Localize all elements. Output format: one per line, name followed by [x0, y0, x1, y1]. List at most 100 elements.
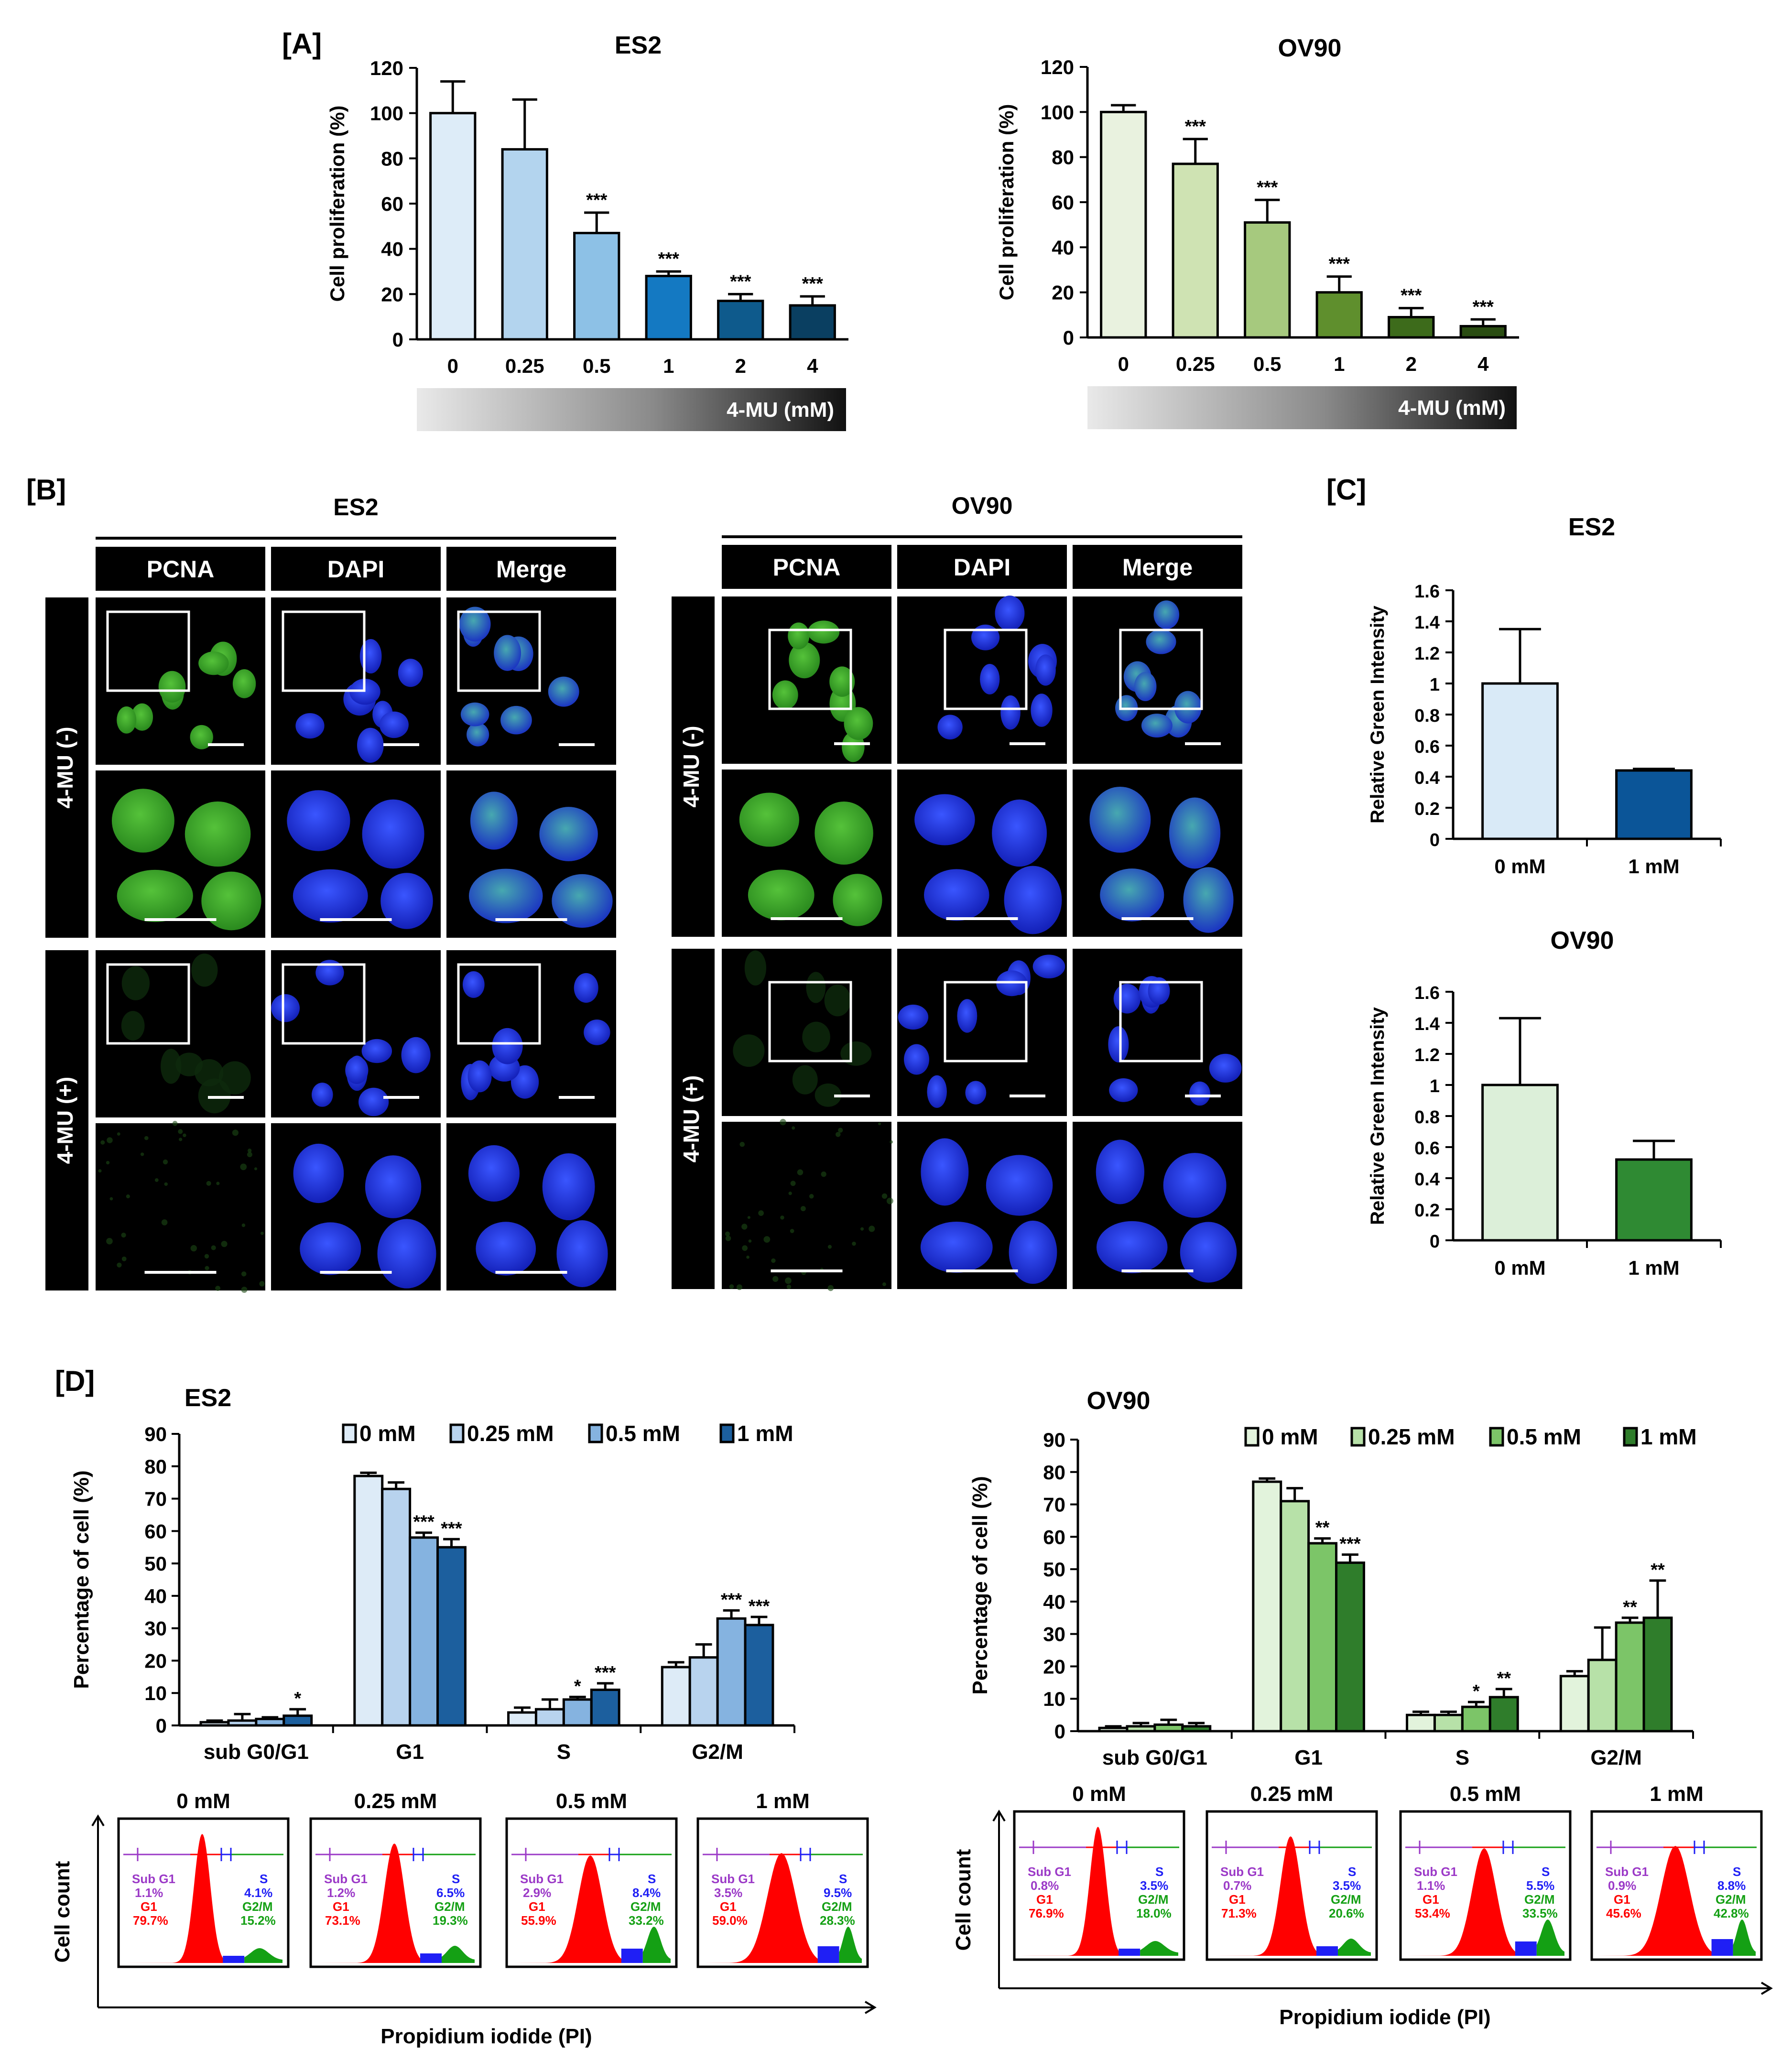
- zoom-box: [282, 963, 366, 1045]
- significance-label: **: [1651, 1560, 1665, 1580]
- value-g1: 71.3%: [1221, 1906, 1257, 1920]
- nucleus: [460, 702, 489, 726]
- y-tick-label: 20: [381, 283, 403, 305]
- g1-peak: [1406, 1848, 1529, 1956]
- bar: [1459, 325, 1507, 339]
- signal-speck: [881, 1193, 888, 1199]
- y-tick-label: 120: [370, 57, 403, 79]
- y-axis-label: Percentage of cell (%): [70, 1470, 93, 1689]
- nucleus: [815, 801, 873, 865]
- nucleus: [986, 1155, 1053, 1216]
- signal-speck: [190, 1245, 197, 1252]
- nucleus: [1183, 867, 1234, 933]
- if-col-header-bg: [271, 547, 441, 591]
- nucleus: [315, 960, 344, 986]
- chart-title: ES2: [185, 1384, 231, 1412]
- legend-swatch: [449, 1423, 465, 1443]
- bar: [199, 1721, 230, 1727]
- zoom-box: [457, 610, 541, 692]
- bar: [1335, 1561, 1365, 1733]
- signal-speck: [886, 1197, 893, 1204]
- signal-speck: [140, 1152, 144, 1156]
- bar: [255, 1717, 285, 1727]
- nucleus: [937, 715, 963, 740]
- bar: [1280, 1500, 1310, 1733]
- significance-label: ***: [1185, 117, 1206, 137]
- histogram-title: 0 mM: [176, 1789, 230, 1813]
- bar: [661, 1666, 691, 1727]
- bar: [282, 1714, 313, 1727]
- bar: [227, 1719, 258, 1727]
- nucleus: [1209, 1053, 1242, 1083]
- y-tick-label: 60: [1052, 191, 1074, 214]
- value-subg1: 2.9%: [523, 1886, 551, 1900]
- x-tick-label: 0.5: [583, 355, 610, 377]
- signal-speck: [240, 1163, 247, 1171]
- nucleus: [772, 680, 798, 710]
- significance-label: ***: [1339, 1534, 1361, 1554]
- signal-speck: [247, 1152, 252, 1158]
- value-subg1: 1.1%: [1417, 1878, 1445, 1893]
- histograms-es2: Propidium iodide (PI) Cell count 0 mM Sub G…: [51, 1789, 877, 2048]
- nucleus: [468, 868, 543, 923]
- significance-label: ***: [441, 1518, 462, 1539]
- signal-speck: [800, 1206, 806, 1212]
- signal-speck: [126, 1194, 130, 1199]
- value-s: 4.1%: [244, 1886, 272, 1900]
- panel-label-c: [C]: [1326, 474, 1366, 506]
- bar: [1481, 682, 1559, 840]
- bar: [1181, 1725, 1212, 1733]
- signal-speck: [725, 1231, 730, 1236]
- nucleus: [829, 666, 855, 697]
- if-col-header-bg: [1073, 545, 1242, 589]
- nucleus: [914, 794, 975, 846]
- bar: [645, 274, 692, 341]
- mu-gradient-label-ov90: 4-MU (mM): [1398, 396, 1506, 420]
- nucleus: [1153, 600, 1180, 629]
- label-s: S: [839, 1872, 847, 1886]
- bar: [409, 1536, 439, 1727]
- nucleus: [792, 1065, 818, 1095]
- signal-speck: [852, 1241, 856, 1246]
- y-tick-label: 1.2: [1414, 1045, 1440, 1065]
- nucleus: [1134, 672, 1157, 701]
- label-subg1: Sub G1: [1605, 1865, 1649, 1879]
- nucleus: [1148, 977, 1170, 1005]
- zoom-box: [282, 610, 366, 692]
- bar: [562, 1698, 593, 1727]
- nucleus: [904, 1044, 929, 1075]
- s-phase-area: [817, 1946, 839, 1963]
- bar: [590, 1688, 620, 1727]
- value-g2m: 33.5%: [1522, 1906, 1558, 1920]
- value-s: 8.8%: [1717, 1878, 1746, 1893]
- histogram-title: 0.25 mM: [1250, 1782, 1334, 1806]
- signal-speck: [206, 1181, 211, 1186]
- nucleus: [574, 973, 598, 1003]
- signal-speck: [109, 1197, 113, 1201]
- nucleus: [300, 1222, 361, 1275]
- nucleus: [357, 727, 384, 763]
- hist-x-label: Propidium iodide (PI): [1279, 2006, 1490, 2029]
- value-g2m: 28.3%: [820, 1913, 855, 1928]
- nucleus: [802, 1021, 830, 1052]
- histograms-ov90: Propidium iodide (PI) Cell count 0 mM Sub G…: [952, 1782, 1773, 2029]
- signal-speck: [216, 1182, 220, 1185]
- signal-speck: [785, 1277, 792, 1284]
- x-tick-label: 2: [735, 355, 746, 377]
- if-image-cell: [1073, 770, 1242, 937]
- y-tick-label: 60: [144, 1520, 167, 1542]
- nucleus: [1032, 954, 1065, 978]
- legend-swatch: [719, 1423, 735, 1443]
- chart-title: ES2: [615, 32, 662, 59]
- nucleus: [161, 1049, 182, 1084]
- bar: [1433, 1713, 1464, 1733]
- if-row-label: 4-MU (-): [679, 726, 704, 807]
- significance-label: ***: [730, 271, 751, 292]
- legend-label: 0.5 mM: [1507, 1424, 1581, 1449]
- nucleus: [927, 1075, 947, 1108]
- label-g2m: G2/M: [434, 1899, 465, 1914]
